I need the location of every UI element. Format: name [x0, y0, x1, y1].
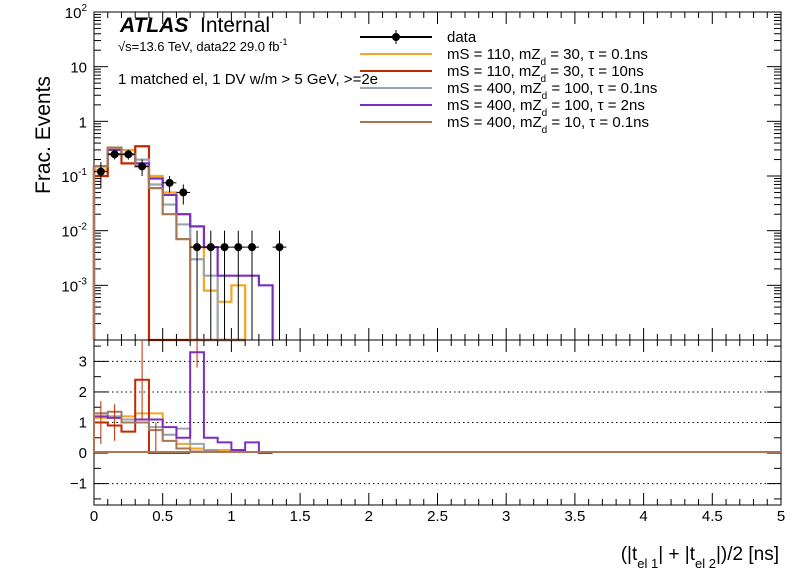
data-point [193, 243, 202, 252]
data-points-group [94, 149, 287, 340]
main-series-group [92, 145, 274, 342]
x-tick-label: 3.5 [564, 508, 585, 525]
legend-label: mS = 110, mZd = 30, τ = 10ns [447, 63, 644, 85]
x-tick-label: 3 [502, 508, 510, 525]
data-point [220, 243, 229, 252]
ratio-y-tick-label: 1 [79, 415, 87, 432]
atlas-label: ATLAS [119, 14, 188, 37]
main-series-1 [92, 145, 246, 342]
selection-label: 1 matched el, 1 DV w/m > 5 GeV, >=2e [118, 71, 378, 88]
x-tick-label: 4 [639, 508, 647, 525]
y-tick-label: 102 [65, 3, 88, 22]
data-point [206, 243, 215, 252]
y-tick-label: 10-2 [61, 222, 87, 241]
data-point [96, 167, 105, 176]
ratio-y-tick-label: 0 [79, 445, 87, 462]
y-tick-label: 10 [70, 60, 87, 77]
legend-label: mS = 110, mZd = 30, τ = 0.1ns [447, 46, 648, 68]
ratio-y-tick-label: 3 [79, 353, 87, 370]
x-tick-label: 0 [90, 508, 98, 525]
data-point [124, 150, 133, 159]
data-point [275, 243, 284, 252]
ratio-gridlines [94, 360, 781, 485]
x-axis-label: (|tel 1| + |tel 2|)/2 [ns] [621, 544, 779, 571]
y-tick-label: 10-3 [61, 276, 87, 295]
data-point [138, 162, 147, 171]
data-point [234, 243, 243, 252]
ratio-series-group [93, 340, 273, 455]
ratio-series-1 [93, 378, 191, 455]
data-point [110, 150, 119, 159]
data-point [179, 188, 188, 197]
ratio-series-3 [93, 351, 273, 455]
x-tick-label: 0.5 [152, 508, 173, 525]
legend-label: mS = 400, mZd = 100, τ = 2ns [447, 97, 645, 119]
x-tick-label: 4.5 [702, 508, 723, 525]
x-tick-label: 5 [777, 508, 785, 525]
y-tick-label: 10-1 [61, 167, 87, 186]
ratio-y-tick-label: 2 [79, 384, 87, 401]
legend-label: data [447, 29, 477, 46]
ratio-y-tick-label: −1 [70, 476, 87, 493]
x-tick-label: 1 [227, 508, 235, 525]
x-tick-label: 2.5 [427, 508, 448, 525]
x-tick-label: 2 [365, 508, 373, 525]
legend-label: mS = 400, mZd = 10, τ = 0.1ns [447, 114, 649, 136]
energy-lumi-label: √s=13.6 TeV, data22 29.0 fb-1 [118, 37, 287, 54]
x-tick-label: 1.5 [290, 508, 311, 525]
y-tick-label: 1 [79, 114, 87, 131]
data-point [165, 178, 174, 187]
y-axis-label: Frac. Events [32, 76, 55, 194]
internal-label: Internal [200, 14, 270, 37]
legend-label: mS = 400, mZd = 100, τ = 0.1ns [447, 80, 657, 102]
data-point [248, 243, 257, 252]
main-panel: 10-3 10-2 10-1 1 10 102 Frac. Events ATLAS In… [32, 3, 782, 342]
